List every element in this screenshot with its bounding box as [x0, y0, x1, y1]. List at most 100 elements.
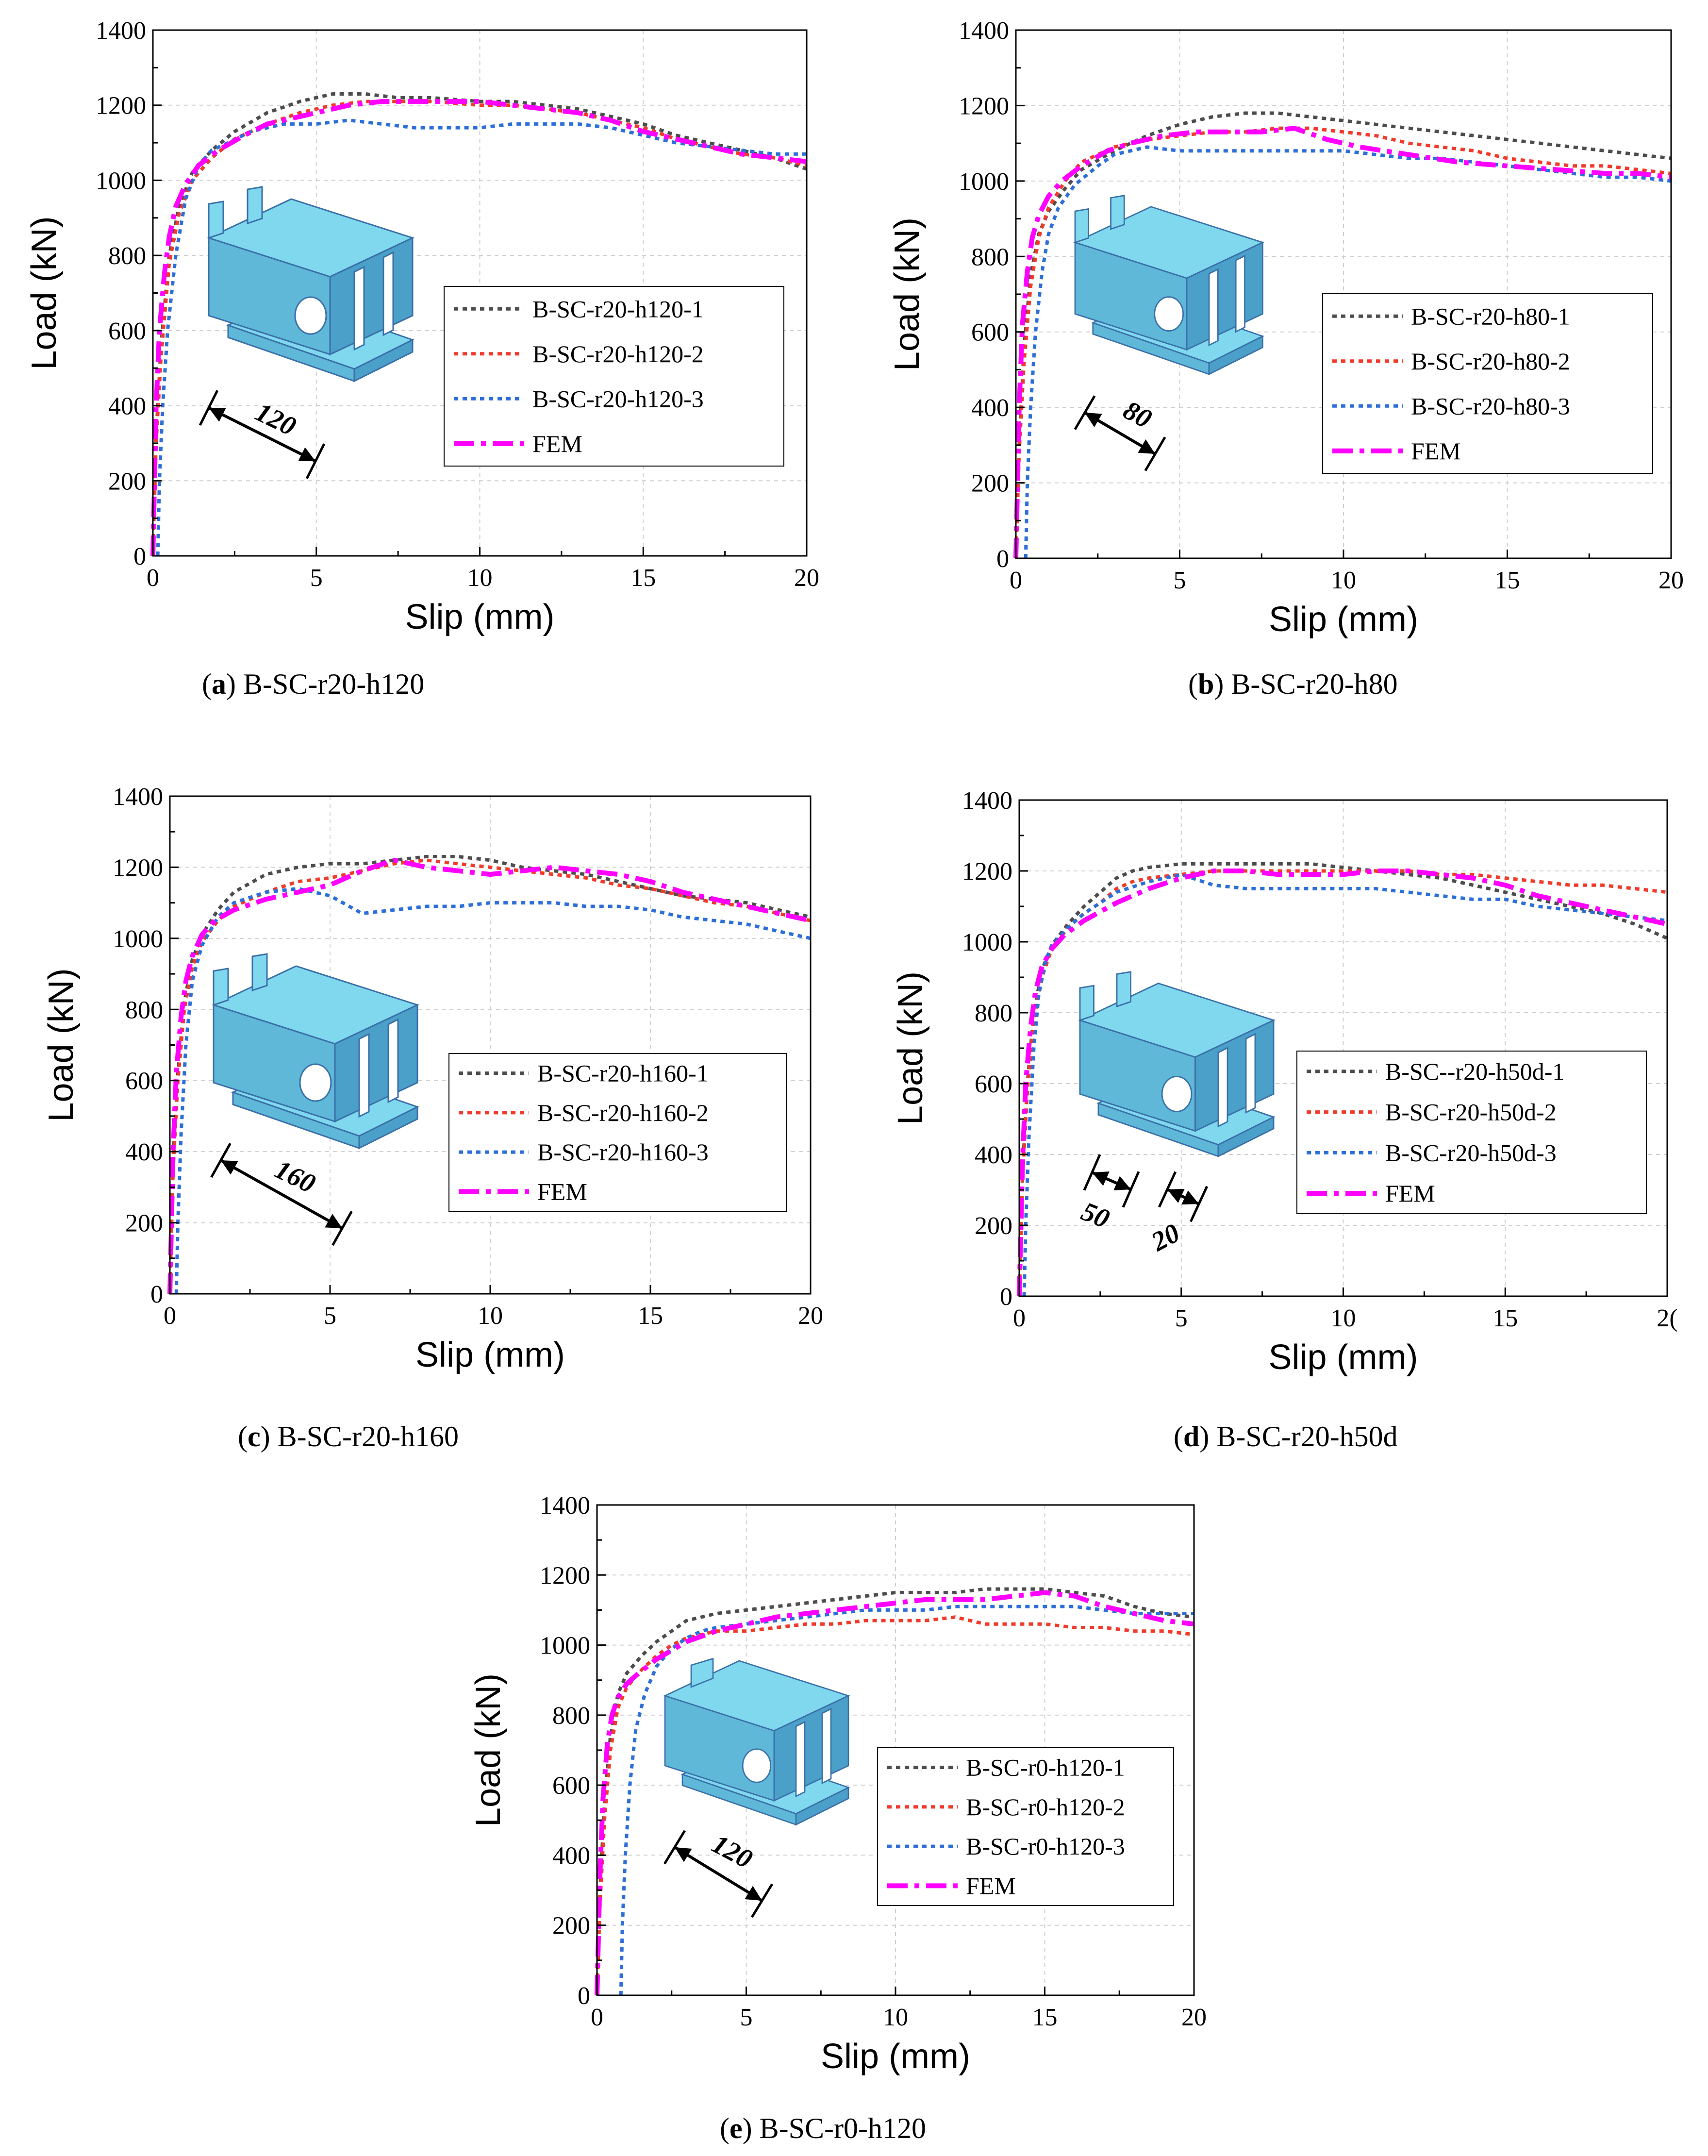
y-tick-label: 1200 [96, 92, 146, 120]
dimension-tick [1083, 1154, 1101, 1191]
dimension-tick [751, 1883, 773, 1918]
y-axis-title: Load (kN) [891, 971, 930, 1125]
y-tick-label: 400 [971, 394, 1009, 422]
series-line-B-SC-r20-h120-1 [151, 92, 808, 556]
model-plate [1208, 335, 1263, 376]
y-tick-label: 1400 [96, 17, 146, 45]
x-tick-label: 10 [883, 2004, 908, 2031]
y-tick-label: 200 [125, 1210, 163, 1237]
model-hole [1154, 296, 1184, 332]
x-tick-label: 0 [1013, 1304, 1026, 1332]
model-web [821, 1707, 832, 1785]
y-tick-label: 600 [552, 1772, 590, 1800]
x-tick-label: 10 [1331, 567, 1356, 594]
y-tick-label: 1200 [962, 858, 1012, 886]
y-tick-label: 800 [971, 243, 1009, 271]
caption-c: (c) B-SC-r20-h160 [238, 1421, 459, 1453]
y-axis-title: Load (kN) [469, 1673, 508, 1827]
legend-label: B-SC-r20-h160-3 [537, 1138, 709, 1166]
specimen-model-icon [1073, 195, 1265, 376]
x-tick-label: 15 [1032, 2004, 1058, 2031]
legend-box [1322, 293, 1653, 474]
model-web [358, 1033, 370, 1118]
model-plate [795, 1786, 849, 1826]
dimension-annotation: 120 [663, 1829, 773, 1918]
x-tick-label: 20 [1181, 2004, 1207, 2031]
x-tick-label: 10 [1331, 1304, 1356, 1332]
arrow-head [221, 1160, 238, 1175]
x-tick-label: 5 [1174, 567, 1186, 594]
y-tick-label: 1000 [113, 925, 163, 953]
dimension-tick [1144, 436, 1166, 471]
model-lug [690, 1657, 714, 1688]
legend-label: B-SC-r20-h120-2 [532, 340, 704, 368]
model-plate [358, 1105, 418, 1150]
dimension-tick [332, 1210, 353, 1246]
dimension-tick [1158, 1171, 1177, 1208]
model-web [1245, 1033, 1256, 1114]
specimen-model-icon [211, 953, 420, 1150]
x-tick-label: 20 [1658, 567, 1684, 594]
dimension-line [674, 1846, 763, 1902]
y-tick-label: 600 [108, 318, 146, 345]
model-lug [251, 953, 268, 992]
x-tick-label: 0 [164, 1302, 176, 1330]
series-line-FEM [1017, 869, 1668, 1297]
series-line-B-SC-r20-h50d-3 [1022, 872, 1668, 1297]
y-tick-label: 1000 [959, 168, 1009, 196]
series-line-B-SC-r20-h120-3 [156, 118, 807, 556]
y-tick-label: 1000 [540, 1632, 590, 1660]
arrow-head [325, 1214, 342, 1228]
dimension-line [220, 1159, 343, 1230]
model-lug [1079, 985, 1094, 1021]
y-tick-label: 1200 [113, 854, 163, 882]
model-hole [294, 296, 327, 335]
y-tick-label: 200 [552, 1912, 590, 1940]
x-tick-label: 10 [478, 1302, 503, 1330]
y-tick-label: 400 [975, 1141, 1012, 1169]
model-web [1208, 268, 1219, 347]
specimen-model-icon [1078, 971, 1276, 1158]
series-line-FEM [167, 857, 812, 1294]
y-tick-label: 200 [971, 470, 1009, 498]
x-tick-label: 5 [740, 2004, 753, 2031]
legend-label: FEM [1411, 437, 1461, 465]
legend-label: B-SC-r20-h50d-3 [1385, 1139, 1557, 1166]
series-line-FEM [150, 99, 807, 556]
model-web [1217, 1047, 1228, 1128]
dimension-tick [1122, 1171, 1140, 1208]
y-tick-label: 600 [125, 1068, 163, 1095]
y-tick-label: 1000 [962, 929, 1012, 956]
caption-b: (b) B-SC-r20-h80 [1188, 668, 1398, 700]
model-lug [1110, 195, 1125, 230]
model-plate [353, 338, 414, 383]
legend-label: B-SC-r20-h120-3 [532, 385, 704, 412]
y-tick-label: 200 [975, 1212, 1012, 1240]
legend-label: B-SC-r20-h120-1 [532, 295, 704, 322]
dimension-tick [210, 1142, 232, 1178]
y-tick-label: 400 [125, 1138, 163, 1166]
caption-d: (d) B-SC-r20-h50d [1174, 1421, 1398, 1453]
legend-label: B-SC-r20-h50d-2 [1385, 1099, 1557, 1126]
y-tick-label: 600 [975, 1070, 1012, 1098]
dimension-tick [305, 443, 326, 479]
chart-panel-B-SC-r20-h120: 1200 5 10 15 200200400600800100012001400Slip… [25, 17, 819, 636]
y-tick-label: 400 [552, 1842, 590, 1870]
dimension-tick [663, 1830, 686, 1865]
x-axis-title: Slip (mm) [821, 2037, 970, 2076]
specimen-model-icon [206, 186, 415, 383]
series-line-FEM [595, 1590, 1194, 1996]
series-line-B-SC--r20-h50d-1 [1017, 862, 1668, 1297]
legend-label: FEM [966, 1872, 1016, 1899]
x-tick-label: 20 [798, 1302, 823, 1330]
series-line-B-SC-r0-h120-1 [595, 1587, 1194, 1996]
dimension-annotation: 160 [210, 1142, 353, 1246]
y-tick-label: 800 [125, 996, 163, 1024]
y-tick-label: 0 [996, 545, 1009, 573]
arrow-head [1181, 1190, 1199, 1205]
series-line-B-SC-r20-h120-2 [151, 100, 807, 556]
series-line-FEM [1013, 126, 1672, 559]
x-tick-label: 10 [467, 564, 493, 592]
dimension-label: 120 [707, 1829, 757, 1874]
